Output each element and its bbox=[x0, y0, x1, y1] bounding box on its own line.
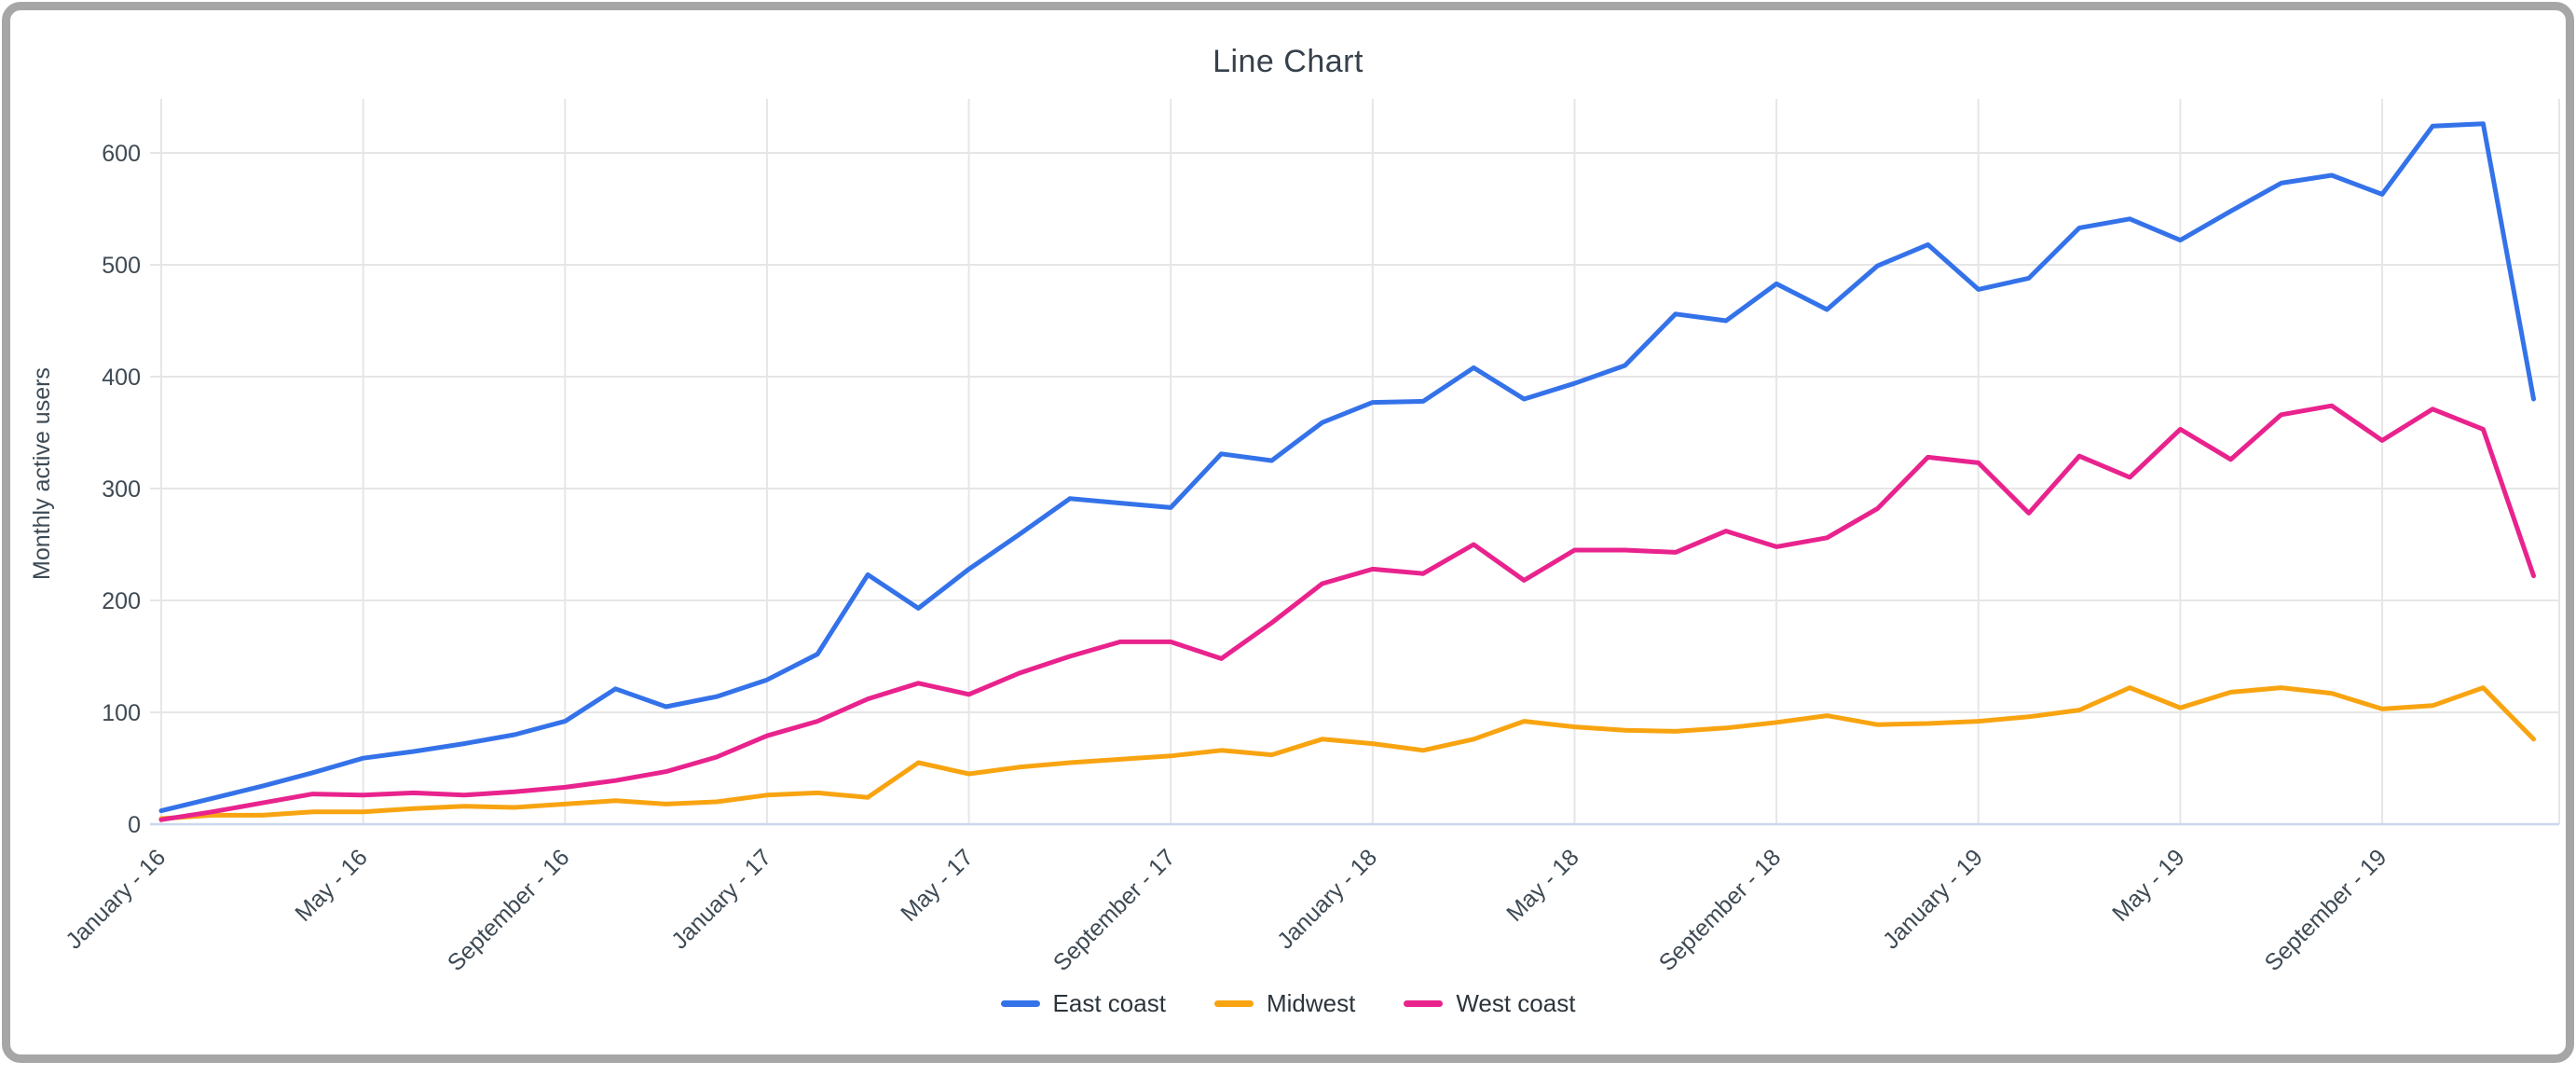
y-tick-label: 500 bbox=[102, 253, 141, 279]
legend-item-west-coast: West coast bbox=[1404, 989, 1575, 1018]
y-tick-label: 300 bbox=[102, 476, 141, 503]
legend-item-east-coast: East coast bbox=[1001, 989, 1166, 1018]
legend-swatch-west-coast bbox=[1404, 1000, 1443, 1007]
x-axis-tick-labels: January - 16 May - 16 September - 16 Januar… bbox=[61, 844, 2391, 976]
chart-legend: East coast Midwest West coast bbox=[10, 989, 2566, 1018]
y-axis-title: Monthly active users bbox=[29, 367, 55, 580]
gridlines bbox=[150, 99, 2559, 824]
x-tick-label-january-18: January - 18 bbox=[1272, 844, 1382, 954]
x-tick-label-may-18: May - 18 bbox=[1501, 844, 1584, 927]
legend-label: East coast bbox=[1053, 989, 1166, 1018]
y-tick-label: 0 bbox=[128, 812, 141, 838]
legend-swatch-midwest bbox=[1214, 1000, 1254, 1007]
x-tick-label-january-16: January - 16 bbox=[61, 844, 171, 954]
legend-label: West coast bbox=[1456, 989, 1575, 1018]
x-tick-label-may-19: May - 19 bbox=[2107, 844, 2190, 927]
series-lines bbox=[161, 124, 2534, 820]
x-tick-label-september-16: September - 16 bbox=[443, 844, 575, 976]
x-tick-label-may-17: May - 17 bbox=[896, 844, 979, 927]
y-axis-tick-labels: 0 100 200 300 400 500 600 bbox=[102, 141, 141, 838]
series-line-west-coast[interactable] bbox=[161, 406, 2534, 820]
line-chart: 0 100 200 300 400 500 600 January - 16 May - 16… bbox=[10, 10, 2576, 1075]
series-line-midwest[interactable] bbox=[161, 688, 2534, 819]
x-tick-label-january-17: January - 17 bbox=[666, 844, 776, 954]
x-tick-label-september-19: September - 19 bbox=[2260, 844, 2392, 976]
y-tick-label: 400 bbox=[102, 365, 141, 391]
y-tick-label: 100 bbox=[102, 700, 141, 726]
legend-item-midwest: Midwest bbox=[1214, 989, 1355, 1018]
legend-label: Midwest bbox=[1267, 989, 1355, 1018]
x-tick-label-may-16: May - 16 bbox=[290, 844, 373, 927]
x-tick-label-september-17: September - 17 bbox=[1048, 844, 1181, 976]
x-tick-label-january-19: January - 19 bbox=[1878, 844, 1988, 954]
legend-swatch-east-coast bbox=[1001, 1000, 1040, 1007]
x-tick-label-september-18: September - 18 bbox=[1654, 844, 1787, 976]
y-tick-label: 600 bbox=[102, 141, 141, 167]
y-tick-label: 200 bbox=[102, 588, 141, 614]
